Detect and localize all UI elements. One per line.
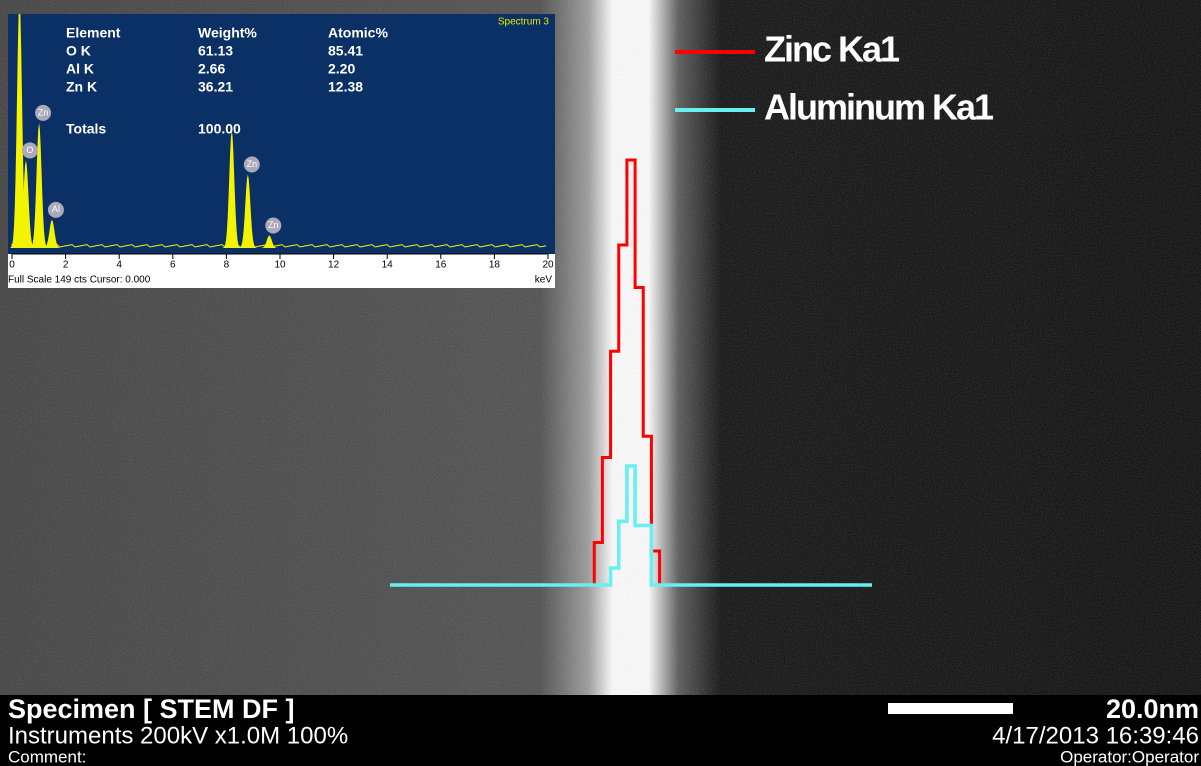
comment: Comment: <box>8 747 86 766</box>
totals-value: 100.00 <box>198 121 241 137</box>
legend-entry: Zinc Ka1 <box>764 29 900 70</box>
x-tick-label: 0 <box>9 260 15 271</box>
x-tick-label: 8 <box>224 260 230 271</box>
x-tick-label: 6 <box>170 260 176 271</box>
spectrum-footer: Full Scale 149 cts Cursor: 0.000 <box>8 275 151 286</box>
table-header: Element <box>66 25 121 41</box>
table-cell: 85.41 <box>328 43 363 59</box>
peak-label: Al <box>52 204 60 214</box>
legend-entry: Aluminum Ka1 <box>764 87 994 128</box>
scale-bar-label: 20.0nm <box>1106 694 1199 724</box>
table-cell: 2.20 <box>328 61 355 77</box>
datetime: 4/17/2013 16:39:46 <box>992 722 1199 749</box>
peak-label: Zn <box>268 220 279 230</box>
x-tick-label: 14 <box>382 260 394 271</box>
peak-label: Zn <box>247 159 258 169</box>
instruments: Instruments 200kV x1.0M 100% <box>8 722 348 749</box>
operator: Operator:Operator <box>1060 747 1199 766</box>
scale-bar <box>888 703 1013 714</box>
table-header: Weight% <box>198 25 257 41</box>
table-cell: Al K <box>66 61 94 77</box>
page: {"inset": { "spectrum_name": "Spectrum 3… <box>0 0 1201 766</box>
table-cell: O K <box>66 43 91 59</box>
table-header: Atomic% <box>328 25 388 41</box>
table-cell: Zn K <box>66 79 97 95</box>
totals-label: Totals <box>66 121 106 137</box>
micrograph-view: Spectrum 3 Element Weight% Atomic% Total… <box>0 0 1201 766</box>
peak-label: O <box>26 145 33 155</box>
x-unit: keV <box>535 275 553 286</box>
x-tick-label: 4 <box>116 260 122 271</box>
x-tick-label: 10 <box>274 260 286 271</box>
table-cell: 12.38 <box>328 79 363 95</box>
spectrum-name: Spectrum 3 <box>498 17 550 28</box>
x-tick-label: 2 <box>63 260 69 271</box>
table-cell: 36.21 <box>198 79 233 95</box>
x-tick-label: 20 <box>542 260 554 271</box>
x-tick-label: 12 <box>328 260 340 271</box>
peak-label: Zn <box>38 107 49 117</box>
x-tick-label: 18 <box>489 260 501 271</box>
x-tick-label: 16 <box>435 260 447 271</box>
table-cell: 2.66 <box>198 61 225 77</box>
specimen: Specimen [ STEM DF ] <box>8 694 295 724</box>
table-cell: 61.13 <box>198 43 233 59</box>
